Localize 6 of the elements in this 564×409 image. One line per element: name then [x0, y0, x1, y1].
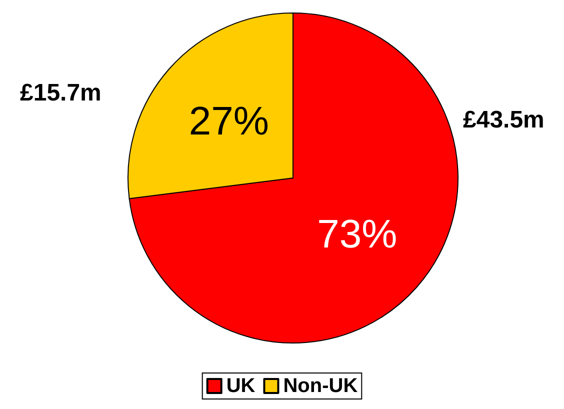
text: £15.7m — [20, 80, 102, 106]
legend-label: UK — [226, 375, 256, 397]
data-label: 27% — [188, 99, 269, 144]
legend-label: Non-UK — [283, 375, 358, 397]
data-label: 73% — [317, 212, 398, 257]
text: £43.5m — [463, 106, 544, 134]
